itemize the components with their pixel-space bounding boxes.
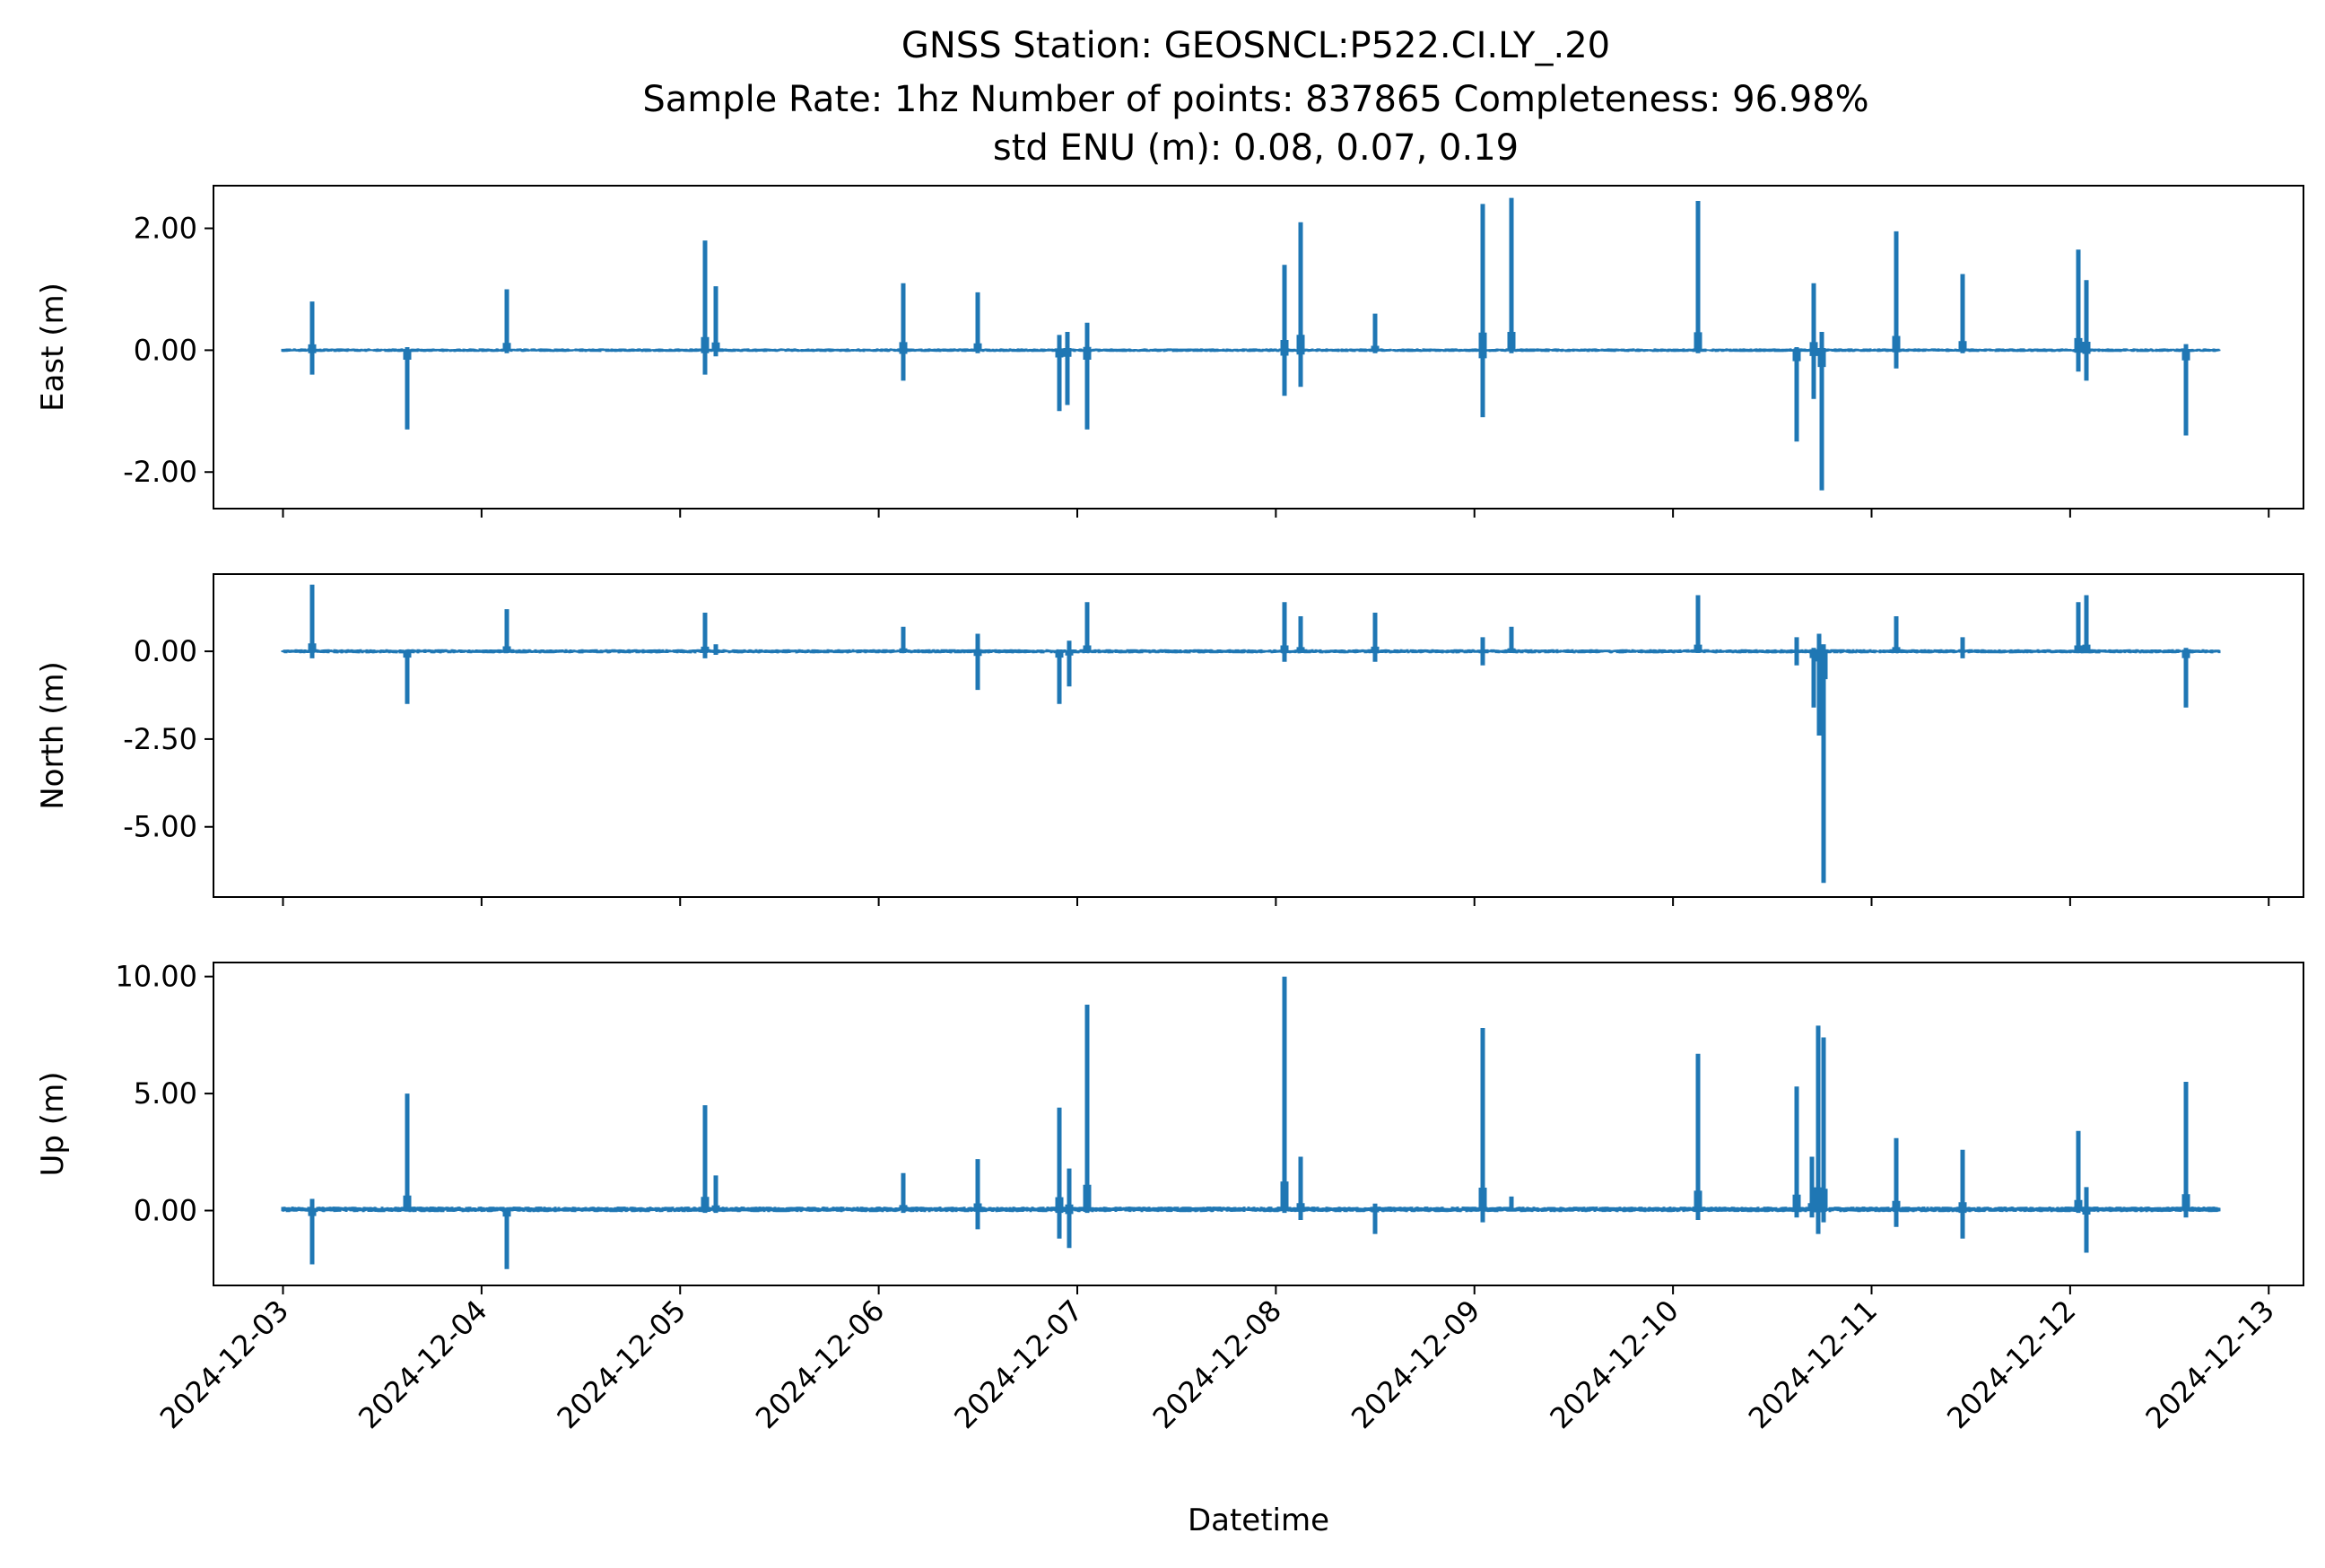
title-line-1: GNSS Station: GEOSNCL:P522.CI.LY_.20: [901, 25, 1610, 66]
x-axis-label: Datetime: [1188, 1503, 1329, 1538]
series-line: [281, 584, 2221, 884]
y-tick-label: 10.00: [115, 960, 197, 994]
y-tick-label: 2.00: [134, 212, 197, 246]
subplot-1: -2.00 0.00 2.00 East (m): [35, 185, 2304, 518]
subplot-2: -5.00 -2.50 0.00 North (m): [35, 573, 2304, 906]
axes-frame: [213, 573, 2304, 898]
y-tick-label: 0.00: [134, 333, 197, 367]
axes-frame: [213, 962, 2304, 1286]
y-tick-label: 5.00: [134, 1076, 197, 1111]
series-line: [281, 197, 2221, 491]
y-tick-label: 0.00: [134, 634, 197, 668]
series-line: [281, 976, 2221, 1269]
figure-title: GNSS Station: GEOSNCL:P522.CI.LY_.20 Sam…: [642, 25, 1868, 169]
y-axis-label: North (m): [35, 661, 71, 810]
y-tick-label: -5.00: [123, 810, 197, 844]
y-tick-label: -2.00: [123, 455, 197, 489]
y-tick-label: -2.50: [123, 722, 197, 756]
y-tick-label: 0.00: [134, 1194, 197, 1228]
title-line-3: std ENU (m): 0.08, 0.07, 0.19: [993, 127, 1519, 169]
y-axis-label: Up (m): [35, 1072, 71, 1177]
title-line-2: Sample Rate: 1hz Number of points: 83786…: [642, 79, 1868, 120]
y-axis-label: East (m): [35, 283, 71, 412]
axes-frame: [213, 185, 2304, 510]
